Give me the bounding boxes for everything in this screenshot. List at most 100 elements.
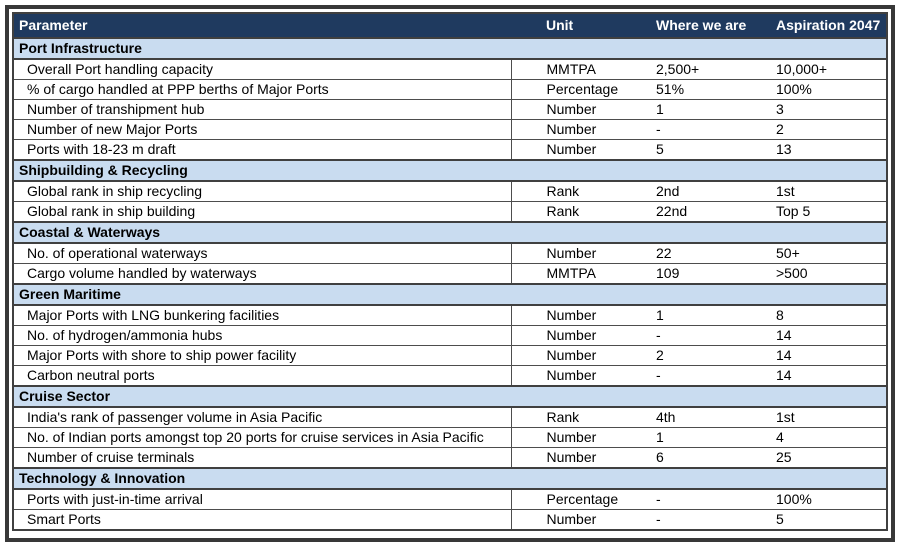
aspiration-2047-cell: 14	[741, 365, 887, 387]
parameter-cell: Ports with 18-23 m draft	[13, 139, 512, 161]
aspiration-2047-cell: 50+	[741, 242, 887, 264]
column-header-parameter: Parameter	[13, 13, 511, 38]
column-header-aspiration-2047: Aspiration 2047	[741, 13, 887, 38]
section-row: Port Infrastructure	[13, 37, 887, 60]
where-we-are-cell: -	[621, 119, 741, 140]
aspiration-2047-cell: 100%	[741, 488, 887, 510]
unit-cell: Number	[511, 139, 621, 161]
table-row: % of cargo handled at PPP berths of Majo…	[13, 79, 887, 100]
unit-cell: Number	[511, 447, 621, 469]
where-we-are-cell: 22	[621, 242, 741, 264]
unit-cell: Number	[511, 427, 621, 448]
aspiration-2047-cell: 14	[741, 345, 887, 366]
aspiration-2047-cell: 5	[741, 509, 887, 531]
table-row: No. of Indian ports amongst top 20 ports…	[13, 427, 887, 448]
parameter-cell: Smart Ports	[13, 509, 512, 531]
parameter-cell: Major Ports with shore to ship power fac…	[13, 345, 512, 366]
section-title: Cruise Sector	[13, 385, 887, 408]
parameter-cell: Global rank in ship building	[13, 201, 512, 223]
table-row: Ports with 18-23 m draft Number 5 13	[13, 139, 887, 161]
unit-cell: Number	[511, 99, 621, 120]
aspiration-2047-cell: 10,000+	[741, 58, 887, 80]
section-row: Shipbuilding & Recycling	[13, 159, 887, 182]
unit-cell: Percentage	[511, 488, 621, 510]
section-row: Green Maritime	[13, 283, 887, 306]
parameter-cell: Number of new Major Ports	[13, 119, 512, 140]
unit-cell: Number	[511, 242, 621, 264]
table-row: Cargo volume handled by waterways MMTPA 10…	[13, 263, 887, 285]
table-row: Number of new Major Ports Number -2	[13, 119, 887, 140]
column-header-where-we-are: Where we are	[621, 13, 746, 38]
unit-cell: MMTPA	[511, 263, 621, 285]
parameter-cell: Overall Port handling capacity	[13, 58, 512, 80]
unit-cell: Number	[511, 325, 621, 346]
aspiration-2047-cell: Top 5	[741, 201, 887, 223]
aspiration-2047-cell: 3	[741, 99, 887, 120]
table-row: Carbon neutral ports Number -14	[13, 365, 887, 387]
where-we-are-cell: 1	[621, 99, 741, 120]
aspiration-2047-cell: 13	[741, 139, 887, 161]
where-we-are-cell: -	[621, 325, 741, 346]
parameter-cell: Number of transhipment hub	[13, 99, 512, 120]
section-title: Coastal & Waterways	[13, 221, 887, 244]
where-we-are-cell: 2	[621, 345, 741, 366]
table-row: Overall Port handling capacity MMTPA 2,500…	[13, 58, 887, 80]
parameter-cell: Number of cruise terminals	[13, 447, 512, 469]
section-row: Technology & Innovation	[13, 467, 887, 490]
section-row: Coastal & Waterways	[13, 221, 887, 244]
column-header-unit: Unit	[511, 13, 621, 38]
aspiration-2047-cell: 14	[741, 325, 887, 346]
where-we-are-cell: -	[621, 365, 741, 387]
parameter-cell: Ports with just-in-time arrival	[13, 488, 512, 510]
table-row: Major Ports with shore to ship power fac…	[13, 345, 887, 366]
aspiration-2047-cell: >500	[741, 263, 887, 285]
aspiration-2047-cell: 25	[741, 447, 887, 469]
section-title: Technology & Innovation	[13, 467, 887, 490]
table-row: India's rank of passenger volume in Asia…	[13, 406, 887, 428]
section-title: Shipbuilding & Recycling	[13, 159, 887, 182]
table-row: No. of operational waterways Number 22 50+	[13, 242, 887, 264]
where-we-are-cell: 1	[621, 427, 741, 448]
parameter-cell: India's rank of passenger volume in Asia…	[13, 406, 512, 428]
unit-cell: Number	[511, 365, 621, 387]
unit-cell: MMTPA	[511, 58, 621, 80]
where-we-are-cell: 51%	[621, 79, 741, 100]
aspirations-table: Parameter Unit Where we are Aspiration 2…	[12, 12, 888, 531]
where-we-are-cell: 4th	[621, 406, 741, 428]
parameter-cell: Global rank in ship recycling	[13, 180, 512, 202]
parameter-cell: % of cargo handled at PPP berths of Majo…	[13, 79, 512, 100]
header-row: Parameter Unit Where we are Aspiration 2…	[13, 13, 887, 38]
parameter-cell: No. of Indian ports amongst top 20 ports…	[13, 427, 512, 448]
section-title: Port Infrastructure	[13, 37, 887, 60]
unit-cell: Rank	[511, 201, 621, 223]
table-row: Smart Ports Number -5	[13, 509, 887, 531]
table-row: Global rank in ship building Rank 22nd Top …	[13, 201, 887, 223]
table-row: Major Ports with LNG bunkering facilitie…	[13, 304, 887, 326]
unit-cell: Number	[511, 119, 621, 140]
table-row: No. of hydrogen/ammonia hubs Number -14	[13, 325, 887, 346]
table-row: Ports with just-in-time arrival Percentag…	[13, 488, 887, 510]
unit-cell: Number	[511, 509, 621, 531]
where-we-are-cell: 2nd	[621, 180, 741, 202]
table-row: Number of cruise terminals Number 6 25	[13, 447, 887, 469]
unit-cell: Rank	[511, 406, 621, 428]
section-row: Cruise Sector	[13, 385, 887, 408]
unit-cell: Rank	[511, 180, 621, 202]
where-we-are-cell: 1	[621, 304, 741, 326]
aspiration-2047-cell: 4	[741, 427, 887, 448]
unit-cell: Number	[511, 345, 621, 366]
where-we-are-cell: 22nd	[621, 201, 741, 223]
parameter-cell: Carbon neutral ports	[13, 365, 512, 387]
where-we-are-cell: -	[621, 509, 741, 531]
where-we-are-cell: -	[621, 488, 741, 510]
parameter-cell: No. of operational waterways	[13, 242, 512, 264]
aspiration-2047-cell: 1st	[741, 406, 887, 428]
aspiration-2047-cell: 8	[741, 304, 887, 326]
table-row: Number of transhipment hub Number 1 3	[13, 99, 887, 120]
where-we-are-cell: 2,500+	[621, 58, 741, 80]
unit-cell: Number	[511, 304, 621, 326]
table-header: Parameter Unit Where we are Aspiration 2…	[13, 13, 887, 38]
section-title: Green Maritime	[13, 283, 887, 306]
aspiration-2047-cell: 1st	[741, 180, 887, 202]
aspiration-2047-cell: 2	[741, 119, 887, 140]
